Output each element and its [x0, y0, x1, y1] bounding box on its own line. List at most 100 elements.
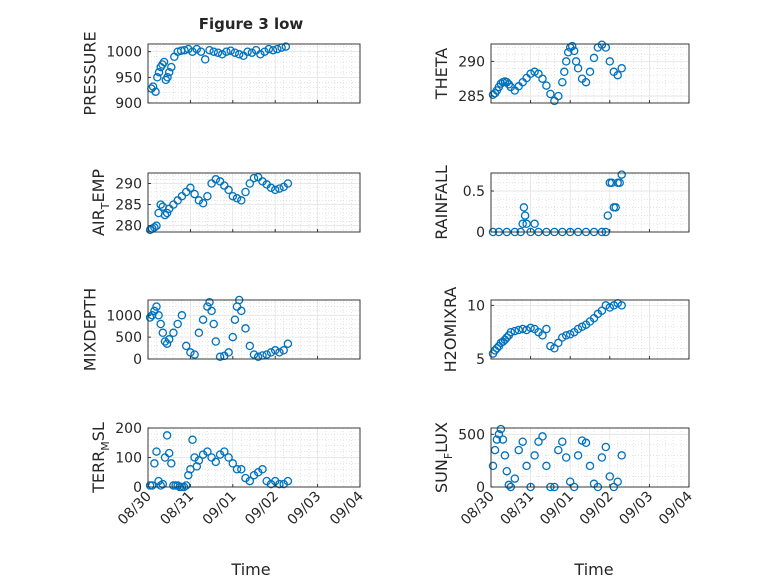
data-point — [601, 442, 611, 452]
data-point — [613, 477, 622, 486]
data-point — [275, 348, 284, 357]
y-tick-label: 290 — [115, 177, 142, 193]
data-point — [510, 474, 520, 483]
data-point — [194, 456, 204, 465]
data-point — [554, 91, 563, 101]
y-tick-label: 200 — [115, 421, 142, 437]
data-point — [145, 225, 155, 235]
data-point — [234, 50, 244, 59]
data-point — [605, 472, 615, 481]
figure-title: Figure 3 low — [199, 15, 304, 33]
data-point — [196, 47, 206, 56]
panel-pressure: 900 950 1000 PRESSURE — [81, 31, 361, 116]
data-point — [188, 435, 197, 445]
data-point — [603, 211, 613, 220]
data-point — [565, 330, 575, 339]
data-point — [281, 42, 291, 51]
axes-box — [490, 299, 690, 360]
data-point — [538, 432, 547, 441]
data-point — [237, 196, 246, 205]
data-point — [230, 315, 240, 324]
y-tick-label: 285 — [458, 89, 485, 105]
data-point — [514, 445, 523, 455]
data-point — [154, 67, 164, 77]
y-axis-label: PRESSURE — [81, 31, 100, 115]
data-point — [526, 323, 535, 333]
data-point — [498, 435, 508, 444]
time-xlabel-right: Time — [573, 560, 613, 579]
data-point — [152, 447, 161, 456]
x-tick-label: 09/04 — [327, 488, 367, 528]
data-point — [164, 335, 174, 344]
data-point — [496, 79, 506, 88]
data-point — [510, 326, 520, 336]
x-tick-label: 09/03 — [285, 489, 325, 529]
data-point — [542, 324, 551, 334]
data-point — [226, 46, 235, 55]
data-point — [156, 481, 165, 490]
data-point — [597, 306, 607, 315]
data-point — [207, 306, 216, 316]
data-point — [563, 48, 573, 57]
data-point — [249, 173, 259, 183]
data-point — [522, 325, 531, 335]
data-point — [538, 331, 547, 340]
data-point — [617, 170, 626, 179]
data-point — [601, 301, 611, 310]
data-point — [530, 219, 539, 229]
data-point — [258, 465, 267, 474]
series-markers — [145, 431, 293, 492]
data-point — [613, 70, 622, 80]
data-point — [147, 481, 157, 490]
data-point — [211, 175, 221, 184]
data-point — [145, 313, 155, 322]
data-point — [605, 57, 615, 66]
data-point — [558, 77, 567, 87]
axes-box — [147, 299, 361, 360]
data-point — [561, 331, 571, 340]
data-point — [266, 348, 276, 357]
y-tick-label: 0 — [476, 225, 485, 241]
data-point — [162, 339, 172, 348]
data-point — [585, 461, 595, 471]
plot-area — [491, 44, 689, 103]
data-point — [153, 73, 162, 82]
y-tick-label: 0 — [476, 480, 485, 496]
axes-box — [490, 172, 690, 233]
data-point — [245, 476, 255, 486]
data-point — [150, 306, 159, 316]
data-point — [569, 46, 579, 56]
y-axis-label: THETA — [432, 48, 451, 100]
series-markers — [488, 424, 626, 492]
data-point — [203, 302, 212, 311]
y-axis-label: H2OMIXRA — [441, 287, 460, 373]
data-point — [526, 69, 535, 79]
axes-box — [490, 43, 690, 104]
panel-h2omixra: 5 10 H2OMIXRA — [441, 287, 690, 373]
data-point — [162, 208, 172, 218]
data-point — [169, 328, 178, 338]
x-tick-label: 09/02 — [577, 489, 617, 529]
data-point — [203, 191, 212, 201]
data-point — [534, 437, 543, 446]
data-point — [519, 203, 529, 212]
data-point — [217, 50, 227, 59]
data-point — [550, 344, 559, 353]
data-point — [253, 352, 263, 362]
y-tick-label: 500 — [458, 427, 485, 443]
data-point — [190, 453, 199, 462]
data-point — [500, 451, 510, 460]
data-point — [186, 183, 195, 193]
data-point — [159, 57, 169, 67]
data-point — [198, 315, 208, 324]
x-tick-label: 09/01 — [537, 489, 577, 529]
data-point — [502, 466, 512, 476]
y-tick-label: 0.5 — [463, 184, 485, 200]
data-point — [190, 350, 199, 359]
axes-box — [147, 43, 361, 104]
data-point — [164, 448, 174, 458]
data-point — [160, 453, 170, 462]
data-point — [249, 470, 259, 480]
y-tick-label: 1000 — [106, 45, 142, 61]
